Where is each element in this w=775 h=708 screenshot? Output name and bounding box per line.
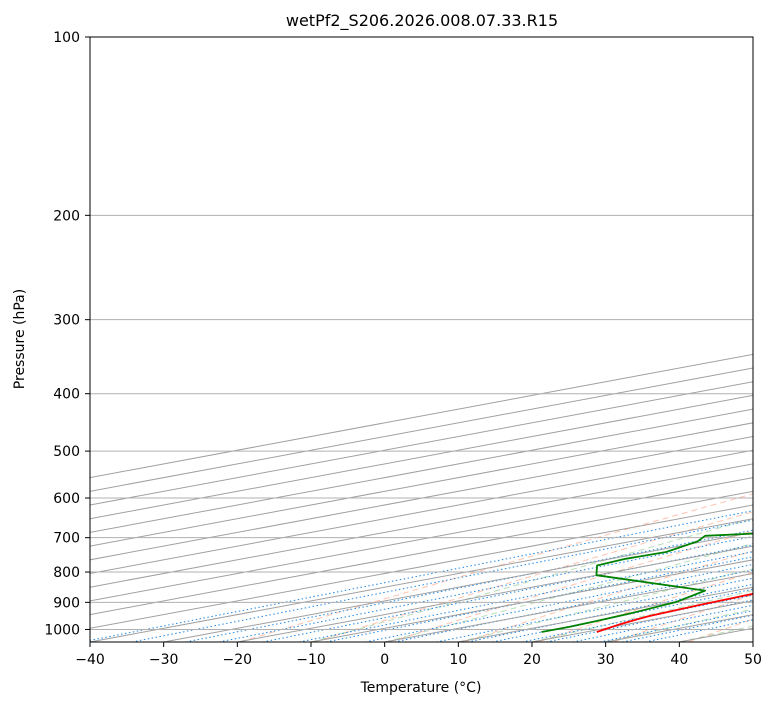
mixing-ratio-line (90, 510, 753, 641)
mixing-ratio-line (326, 556, 753, 642)
y-tick-label: 500 (53, 444, 80, 460)
isotherm (90, 394, 753, 520)
mixing-ratio-line (299, 551, 753, 642)
x-tick-label: −40 (75, 652, 105, 668)
y-tick-label: 300 (53, 313, 80, 329)
sounding-profiles (541, 532, 753, 633)
y-axis-label: Pressure (hPa) (12, 289, 28, 389)
isotherm (752, 641, 753, 642)
y-tick-label: 800 (53, 565, 80, 581)
isotherm (90, 490, 753, 616)
axis-ticks: −40 −30 −20 −10 0 10 20 30 40 50 100 200 300 400 500 60… (44, 30, 762, 668)
dry-adiabat (763, 37, 775, 642)
x-tick-label: −30 (149, 652, 179, 668)
isotherm (90, 353, 753, 479)
mixing-ratio-line (467, 583, 753, 642)
moist-adiabat (605, 608, 753, 642)
isotherm (90, 408, 753, 533)
dry-adiabat (463, 550, 753, 642)
mixing-ratio-line (521, 594, 753, 642)
x-tick-label: 10 (449, 652, 467, 668)
isotherm (310, 559, 753, 642)
dry-adiabat (239, 493, 753, 642)
isotherm (90, 367, 753, 492)
x-tick-label: 30 (597, 652, 615, 668)
dry-adiabat (314, 511, 753, 642)
x-tick-label: 20 (523, 652, 541, 668)
plot-frame (89, 36, 754, 643)
y-tick-label: 900 (53, 595, 80, 611)
grid-lines (90, 37, 753, 642)
background-lines (90, 37, 775, 642)
moist-adiabat (310, 517, 753, 642)
x-tick-label: 40 (670, 652, 688, 668)
x-tick-label: −10 (296, 652, 326, 668)
mixing-ratio-line (262, 544, 753, 642)
y-tick-label: 1000 (44, 622, 80, 638)
mixing-ratio-line (599, 610, 753, 642)
dry-adiabat (688, 618, 753, 642)
isotherm (90, 422, 753, 547)
y-tick-label: 200 (53, 208, 80, 224)
y-tick-label: 400 (53, 387, 80, 403)
isotherm (90, 477, 753, 602)
mixing-ratio-line (622, 614, 753, 642)
x-axis-label: Temperature (°C) (360, 680, 482, 696)
mixing-ratio-line (131, 519, 753, 642)
dry-adiabat (613, 594, 753, 642)
isotherm (90, 504, 753, 629)
mixing-ratio-line (394, 569, 753, 642)
isotherm (605, 614, 753, 642)
mixing-ratio-line (185, 529, 753, 642)
y-tick-label: 600 (53, 491, 80, 507)
x-tick-label: −20 (223, 652, 253, 668)
mixing-ratio-line (218, 535, 753, 642)
mixing-ratio-line (365, 563, 753, 642)
moist-adiabat (384, 542, 753, 642)
chart-title: wetPf2_S206.2026.008.07.33.R15 (286, 11, 558, 31)
dry-adiabat (538, 571, 753, 642)
isotherm (90, 518, 753, 642)
x-tick-label: 50 (744, 652, 762, 668)
profile-line (541, 532, 753, 633)
isotherm (163, 531, 753, 642)
isotherm (90, 449, 753, 575)
x-tick-label: 0 (380, 652, 389, 668)
isotherm (90, 436, 753, 561)
y-tick-label: 700 (53, 531, 80, 547)
moist-adiabat (531, 589, 753, 642)
y-tick-label: 100 (53, 30, 80, 46)
isotherm (90, 381, 753, 506)
isotherm (90, 463, 753, 588)
dry-adiabat (389, 530, 753, 642)
